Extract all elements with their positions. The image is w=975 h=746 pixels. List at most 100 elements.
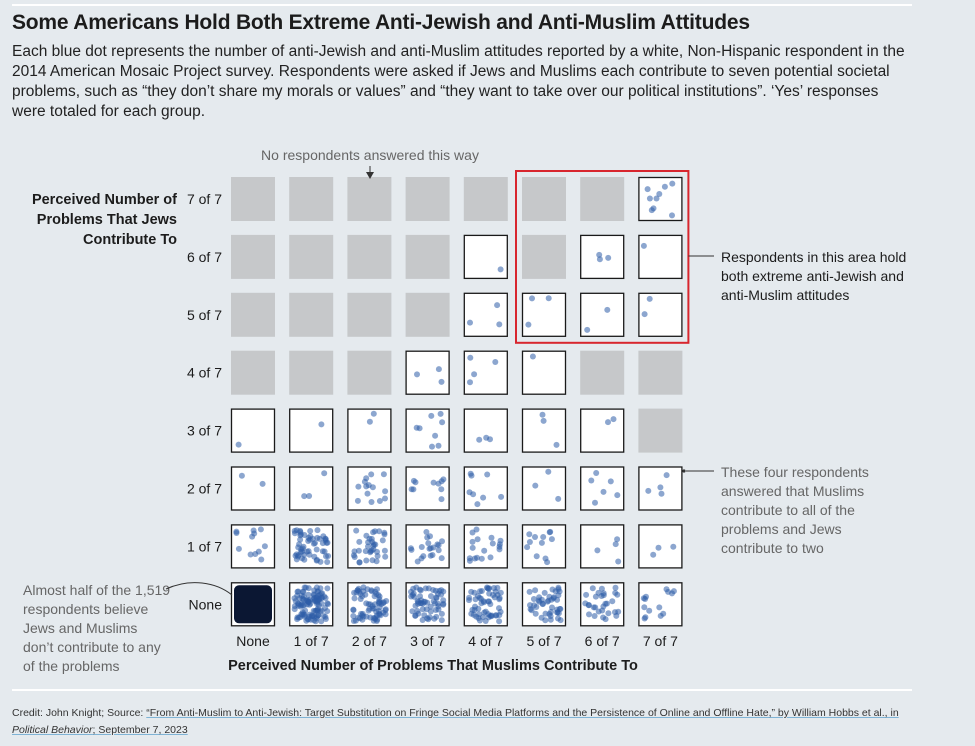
dot — [322, 616, 329, 622]
dot — [413, 424, 420, 431]
dot — [257, 526, 264, 533]
cell-j6-m5-empty — [522, 234, 566, 279]
dot — [355, 483, 362, 490]
dot — [351, 554, 358, 560]
dot — [496, 546, 503, 553]
dot — [316, 535, 323, 542]
four-respondents-annotation-line: answered that Muslims — [721, 483, 864, 499]
dot — [526, 539, 533, 545]
dot — [646, 195, 653, 202]
dot — [376, 596, 383, 603]
cell-j6-m0-empty — [231, 234, 275, 279]
bottom-rule — [12, 689, 912, 691]
dot — [589, 585, 596, 592]
dot — [439, 419, 446, 426]
half-respondents-annotation-line: of the problems — [23, 658, 120, 674]
dot — [469, 529, 476, 536]
dot — [414, 597, 421, 604]
dot — [370, 410, 377, 417]
dot — [440, 476, 447, 483]
dot — [532, 534, 538, 540]
dot — [425, 540, 432, 547]
dot — [365, 607, 372, 614]
dot — [592, 604, 599, 611]
cell-j4-m7-empty — [638, 350, 683, 395]
dot — [641, 604, 648, 611]
dot — [532, 610, 539, 617]
dot — [350, 607, 357, 614]
dot — [356, 538, 363, 545]
dot — [382, 553, 389, 560]
dot — [295, 544, 302, 551]
credit-line: Credit: John Knight; Source: “From Anti-… — [12, 705, 902, 739]
dot — [669, 212, 675, 219]
dot — [466, 489, 473, 496]
dot — [614, 492, 621, 499]
x-tick-label: 2 of 7 — [352, 633, 387, 649]
cell-j3-m2 — [347, 408, 392, 453]
dot — [367, 549, 374, 556]
cell-j5-m0-empty — [231, 292, 275, 337]
dot — [533, 553, 540, 560]
cell-j3-m1 — [289, 408, 334, 453]
dot — [657, 484, 664, 491]
dot — [261, 543, 268, 550]
dot — [305, 534, 312, 541]
dot — [438, 378, 445, 385]
cell-j7-m2-empty — [347, 177, 392, 221]
y-tick-label: 4 of 7 — [187, 365, 222, 381]
dot — [324, 585, 331, 592]
dot — [489, 540, 496, 547]
dot — [482, 608, 489, 615]
dot — [525, 321, 532, 328]
dot — [642, 614, 649, 621]
dot — [640, 242, 647, 249]
highlight-annotation-line: both extreme anti-Jewish and — [721, 268, 904, 284]
dot — [496, 618, 503, 625]
credit-source-link[interactable]: “From Anti-Muslim to Anti-Jewish: Target… — [146, 707, 899, 719]
dot — [412, 612, 419, 619]
dot — [439, 538, 445, 545]
dot — [438, 617, 445, 624]
dot — [646, 295, 653, 302]
dot — [555, 592, 562, 599]
dot — [438, 496, 445, 503]
dot — [324, 608, 331, 615]
dot — [540, 417, 547, 424]
cell-j5-m2-empty — [347, 292, 392, 337]
cell-j6-m7 — [638, 234, 683, 280]
dot — [367, 601, 374, 608]
dot — [426, 614, 433, 621]
dot — [409, 608, 416, 615]
highlight-box — [515, 170, 690, 344]
dot — [656, 191, 663, 197]
dot — [322, 536, 329, 543]
dot — [488, 534, 495, 541]
dot — [305, 591, 312, 598]
dot — [428, 412, 435, 419]
dot — [607, 478, 614, 485]
x-tick-label: 1 of 7 — [294, 633, 329, 649]
dot — [605, 610, 612, 617]
cell-j2-m5 — [521, 466, 567, 511]
dot — [358, 610, 364, 617]
cell-j2-m1 — [289, 466, 334, 511]
dot — [407, 545, 414, 552]
dot — [615, 558, 622, 565]
dot — [605, 254, 612, 261]
dot — [376, 610, 383, 617]
dot — [258, 556, 265, 563]
dot — [527, 606, 534, 613]
dot — [408, 486, 415, 493]
dot — [474, 501, 481, 508]
dot — [351, 548, 358, 555]
dot — [379, 537, 386, 544]
dot — [529, 295, 535, 302]
dot — [650, 205, 657, 212]
dot — [426, 545, 433, 552]
dot — [646, 607, 653, 614]
dot — [418, 544, 425, 550]
dot — [481, 547, 488, 554]
cell-j4-m6-empty — [580, 350, 625, 395]
dot — [466, 594, 473, 601]
